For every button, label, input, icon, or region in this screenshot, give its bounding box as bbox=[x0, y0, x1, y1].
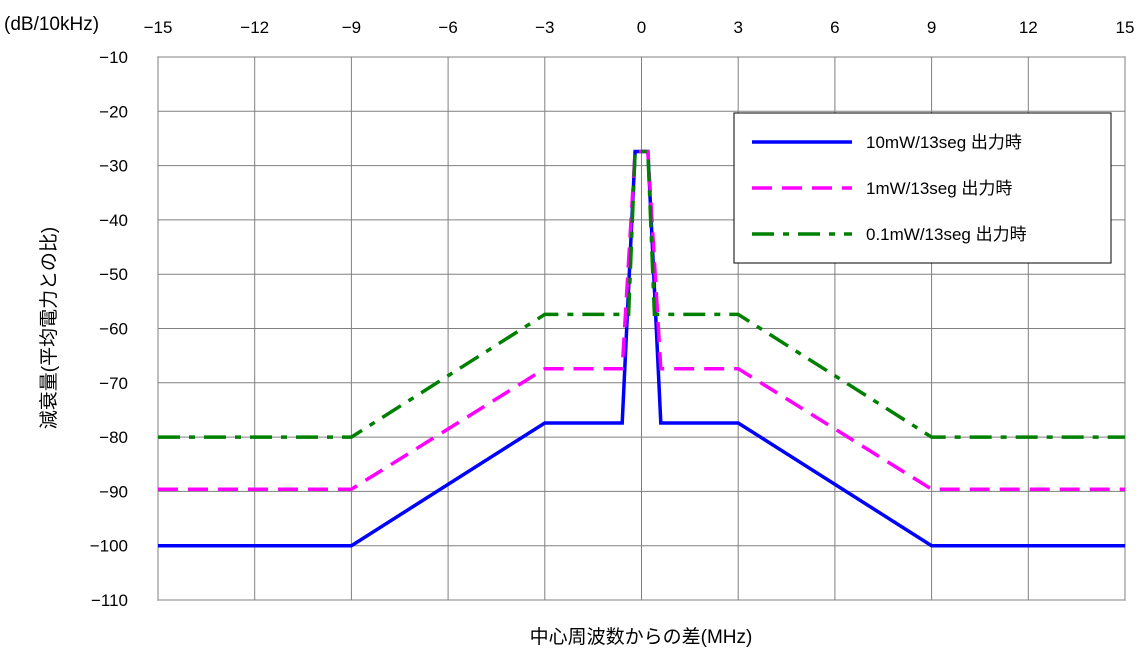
y-tick-label: −40 bbox=[99, 211, 128, 230]
y-tick-label: −90 bbox=[99, 482, 128, 501]
legend-label-1: 10mW/13seg 出力時 bbox=[866, 133, 1022, 152]
x-tick-label: 6 bbox=[830, 18, 839, 37]
tick-labels: −15 −12 −9 −6 −3 0 3 6 9 12 15−10−20−30−40−50−60−7… bbox=[90, 18, 1135, 610]
series-line-3 bbox=[158, 149, 1125, 439]
y-tick-label: −30 bbox=[99, 157, 128, 176]
x-tick-label: 3 bbox=[733, 18, 742, 37]
y-tick-label: −70 bbox=[99, 374, 128, 393]
x-tick-label: 12 bbox=[1019, 18, 1038, 37]
legend: 10mW/13seg 出力時 1mW/13seg 出力時 0.1mW/13seg 出… bbox=[733, 112, 1112, 264]
x-tick-label: −6 bbox=[438, 18, 457, 37]
x-tick-label: −15 bbox=[144, 18, 173, 37]
x-tick-label: 0 bbox=[637, 18, 646, 37]
x-axis-title: 中心周波数からの差(MHz) bbox=[530, 626, 753, 648]
y-tick-label: −80 bbox=[99, 428, 128, 447]
x-tick-label: 9 bbox=[927, 18, 936, 37]
x-tick-label: 15 bbox=[1116, 18, 1135, 37]
x-tick-label: −3 bbox=[535, 18, 554, 37]
y-tick-label: −60 bbox=[99, 320, 128, 339]
legend-label-2: 1mW/13seg 出力時 bbox=[866, 179, 1012, 198]
series-lines bbox=[158, 149, 1125, 548]
y-tick-label: −110 bbox=[91, 591, 128, 610]
legend-label-3: 0.1mW/13seg 出力時 bbox=[866, 225, 1027, 244]
y-axis-title: 減衰量(平均電力との比) bbox=[38, 227, 60, 429]
y-unit-label: (dB/10kHz) bbox=[4, 14, 99, 35]
y-tick-label: −50 bbox=[99, 265, 128, 284]
x-tick-label: −9 bbox=[342, 18, 361, 37]
y-tick-label: −10 bbox=[99, 48, 128, 67]
x-tick-label: −12 bbox=[240, 18, 269, 37]
y-tick-label: −20 bbox=[99, 102, 128, 121]
y-tick-label: −100 bbox=[90, 537, 128, 556]
